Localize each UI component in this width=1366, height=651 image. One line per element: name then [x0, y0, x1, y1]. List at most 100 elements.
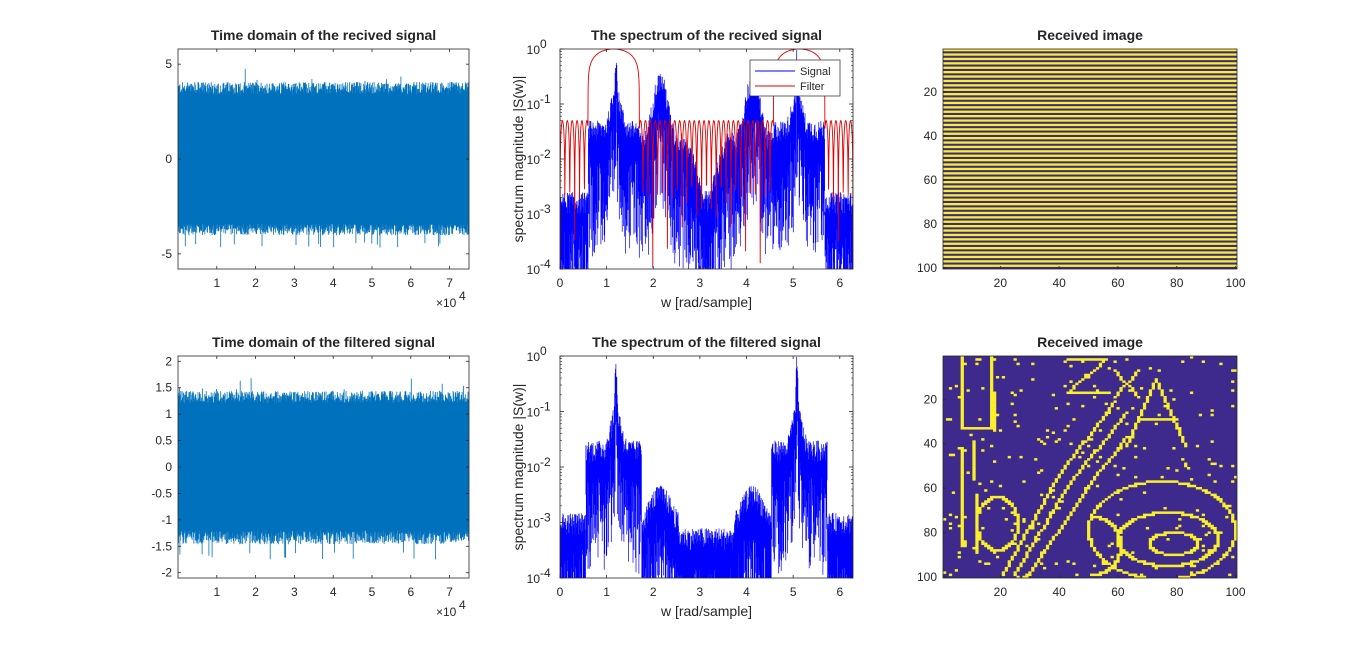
image-stripe	[943, 66, 1237, 69]
image-pixel	[1016, 520, 1020, 523]
image-pixel	[1087, 373, 1091, 377]
image-pixel	[978, 506, 982, 510]
image-pixel	[1154, 533, 1158, 537]
image-pixel	[960, 415, 964, 419]
image-pixel	[966, 389, 970, 392]
image-pixel	[1234, 538, 1238, 541]
image-pixel	[1063, 489, 1067, 492]
signal-series	[178, 378, 469, 560]
image-pixel	[995, 375, 1000, 379]
image-pixel	[960, 391, 964, 395]
image-pixel	[1048, 491, 1053, 494]
image-pixel	[990, 418, 994, 421]
image-pixel	[1031, 362, 1035, 366]
image-pixel	[1013, 509, 1017, 512]
image-pixel	[1107, 411, 1111, 415]
image-pixel	[1160, 389, 1164, 392]
image-pixel	[1119, 535, 1123, 539]
image-pixel	[1069, 442, 1073, 446]
image-pixel	[1178, 524, 1182, 528]
image-pixel	[1072, 475, 1076, 479]
image-pixel	[1231, 520, 1235, 523]
image-pixel	[1098, 391, 1103, 395]
image-pixel	[1090, 482, 1094, 486]
image-pixel	[990, 444, 994, 448]
image-pixel	[981, 542, 985, 545]
image-pixel	[1128, 553, 1132, 557]
image-pixel	[1116, 391, 1120, 395]
image-pixel	[987, 506, 991, 510]
image-pixel	[1172, 447, 1176, 450]
image-pixel	[981, 526, 985, 530]
image-pixel	[1048, 542, 1053, 545]
image-pixel	[1131, 389, 1135, 392]
image-pixel	[1204, 569, 1208, 572]
image-pixel	[1022, 518, 1026, 521]
image-pixel	[1116, 535, 1120, 539]
image-pixel	[1160, 533, 1164, 537]
image-pixel	[1054, 562, 1058, 565]
image-pixel	[1051, 484, 1056, 488]
image-stripe	[943, 150, 1237, 153]
image-pixel	[972, 469, 976, 472]
image-pixel	[960, 500, 964, 503]
image-pixel	[1134, 518, 1138, 521]
y-tick-label: 5	[165, 57, 172, 71]
image-pixel	[1010, 529, 1014, 532]
image-pixel	[1210, 409, 1214, 412]
image-pixel	[1137, 560, 1141, 563]
image-pixel	[960, 424, 964, 428]
image-pixel	[1125, 435, 1129, 439]
image-pixel	[1016, 518, 1020, 521]
image-stripe	[943, 185, 1237, 188]
image-pixel	[1172, 564, 1176, 568]
image-pixel	[992, 402, 997, 406]
image-pixel	[1216, 533, 1220, 537]
image-pixel	[1060, 471, 1064, 474]
image-pixel	[960, 387, 964, 390]
image-pixel	[960, 398, 964, 401]
image-stripe	[943, 57, 1237, 61]
image-pixel	[975, 540, 979, 543]
x-tick-label: 40	[1052, 276, 1066, 290]
image-pixel	[1081, 440, 1085, 443]
image-stripe	[943, 132, 1237, 135]
image-pixel	[1034, 518, 1038, 521]
image-pixel	[960, 413, 964, 417]
image-pixel	[1142, 482, 1147, 486]
image-pixel	[1013, 538, 1017, 541]
y-tick-label: -1	[161, 513, 172, 527]
image-stripe	[943, 203, 1237, 206]
image-pixel	[1148, 562, 1153, 565]
image-pixel	[990, 409, 994, 412]
image-pixel	[1034, 515, 1038, 519]
image-pixel	[1219, 500, 1223, 503]
image-pixel	[1201, 558, 1205, 561]
image-pixel	[1181, 360, 1185, 363]
image-pixel	[1160, 551, 1164, 554]
image-stripe	[943, 88, 1237, 91]
image-pixel	[1110, 542, 1114, 545]
x-tick-label: 3	[291, 276, 298, 290]
image-pixel	[990, 395, 994, 399]
image-pixel	[960, 369, 964, 372]
image-pixel	[1204, 522, 1208, 526]
image-pixel	[969, 427, 973, 430]
image-stripe	[943, 97, 1237, 100]
image-pixel	[1181, 435, 1185, 439]
image-pixel	[1181, 513, 1185, 517]
x-tick-label: 1	[213, 276, 220, 290]
image-pixel	[1110, 431, 1114, 434]
image-pixel	[992, 391, 997, 395]
image-pixel	[960, 364, 964, 368]
image-pixel	[1169, 409, 1173, 412]
image-pixel	[1213, 546, 1217, 550]
image-pixel	[1090, 371, 1094, 375]
image-stripe	[943, 123, 1237, 127]
image-pixel	[1157, 480, 1161, 483]
image-pixel	[1081, 378, 1085, 381]
image-pixel	[1142, 513, 1147, 517]
image-pixel	[1081, 451, 1085, 454]
image-pixel	[960, 515, 964, 519]
